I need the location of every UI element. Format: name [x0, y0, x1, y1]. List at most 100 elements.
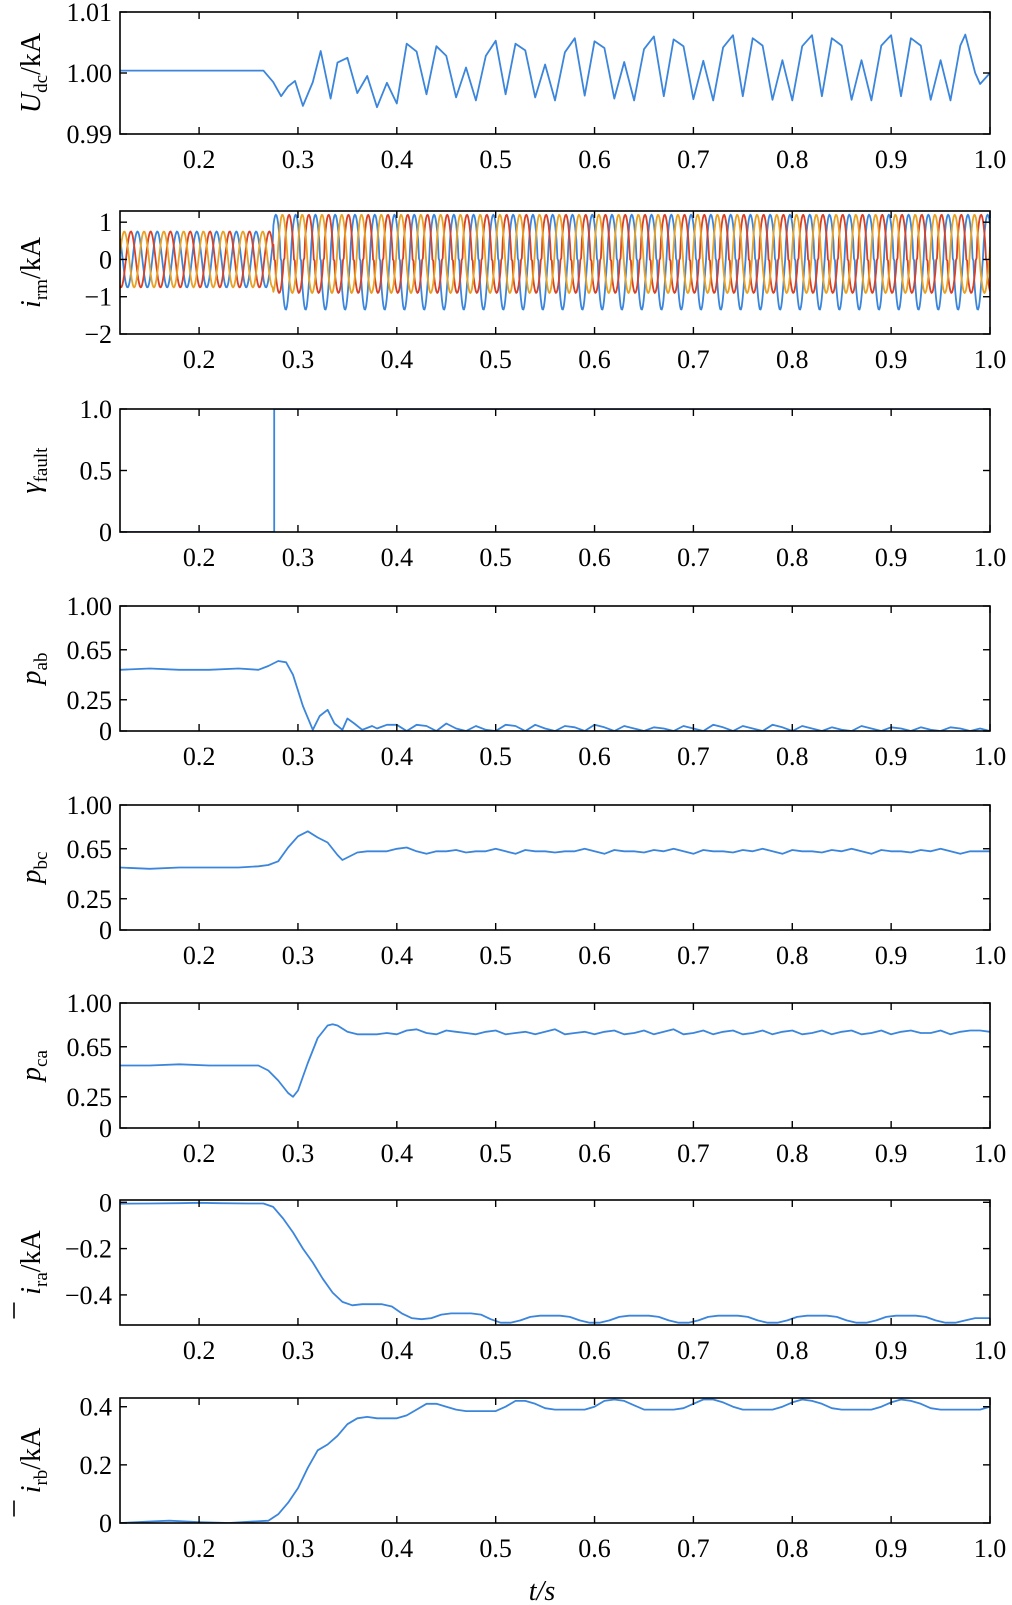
x-tick-label: 1.0 — [974, 145, 1007, 174]
plot-frame — [119, 1397, 991, 1524]
x-tick-label: 0.8 — [776, 1534, 809, 1563]
y-axis-label-sub: rb — [31, 1470, 52, 1486]
x-tick-label: 0.9 — [875, 1139, 908, 1168]
x-tick-label: 0.6 — [578, 941, 611, 970]
y-axis-label: ira/kA — [16, 1229, 52, 1294]
y-tick-label: 0 — [99, 518, 112, 547]
x-tick-label: 0.3 — [282, 345, 315, 374]
x-tick-label: 0.5 — [479, 345, 512, 374]
x-tick-label: 0.8 — [776, 1139, 809, 1168]
x-tick-label: 0.4 — [381, 543, 414, 572]
x-tick-label: 0.2 — [183, 941, 216, 970]
x-tick-label: 0.4 — [381, 345, 414, 374]
y-axis-label: pbc — [16, 852, 52, 886]
y-tick-label: 0.65 — [67, 636, 113, 665]
y-axis-label-main: p — [16, 869, 47, 885]
x-tick-label: 0.5 — [479, 941, 512, 970]
y-tick-label: 0.25 — [67, 686, 113, 715]
y-axis-label-sub: bc — [31, 852, 52, 870]
x-tick-label: 0.7 — [677, 543, 710, 572]
y-tick-label: 1.00 — [67, 592, 113, 621]
y-axis-label-unit: /kA — [16, 1427, 47, 1470]
y-tick-label: −2 — [84, 320, 112, 349]
x-tick-label: 0.8 — [776, 742, 809, 771]
y-axis-label-sub: rm — [31, 279, 52, 300]
x-tick-label: 0.6 — [578, 1534, 611, 1563]
x-tick-label: 0.8 — [776, 145, 809, 174]
x-tick-label: 0.3 — [282, 941, 315, 970]
panel-4: 0.2 0.3 0.4 0.5 0.6 0.7 0.8 0.9 1.000.250.651.00… — [16, 592, 1006, 771]
x-tick-label: 0.5 — [479, 1139, 512, 1168]
y-tick-label: 1 — [99, 208, 112, 237]
plot-frame — [119, 11, 991, 135]
y-axis-label: pca — [16, 1050, 52, 1083]
x-tick-label: 1.0 — [974, 1336, 1007, 1365]
x-tick-label: 0.6 — [578, 543, 611, 572]
x-tick-label: 0.9 — [875, 543, 908, 572]
y-axis-label: irm/kA — [16, 236, 52, 308]
y-tick-label: 0.99 — [67, 120, 113, 149]
x-tick-label: 1.0 — [974, 543, 1007, 572]
y-tick-label: 1.00 — [67, 791, 113, 820]
y-tick-label: 0.65 — [67, 835, 113, 864]
plot-frame — [119, 804, 991, 931]
series-line-1 — [120, 660, 990, 731]
x-tick-label: 0.3 — [282, 145, 315, 174]
x-tick-label: 0.9 — [875, 145, 908, 174]
plot-frame — [119, 605, 991, 732]
y-tick-label: −0.4 — [65, 1281, 112, 1310]
y-tick-label: −0.2 — [65, 1235, 112, 1264]
x-tick-label: 0.5 — [479, 1336, 512, 1365]
x-tick-label: 0.5 — [479, 742, 512, 771]
plot-frame — [119, 210, 991, 335]
series-line-1 — [120, 213, 990, 311]
x-tick-label: 0.3 — [282, 543, 315, 572]
x-tick-label: 0.9 — [875, 345, 908, 374]
series-line-1 — [120, 33, 990, 109]
x-tick-label: 0.3 — [282, 1139, 315, 1168]
x-tick-label: 0.2 — [183, 145, 216, 174]
x-tick-label: 0.3 — [282, 1534, 315, 1563]
x-tick-label: 0.9 — [875, 742, 908, 771]
x-tick-label: 0.4 — [381, 145, 414, 174]
x-tick-label: 0.6 — [578, 145, 611, 174]
series-line-1 — [120, 409, 990, 532]
x-tick-label: 0.3 — [282, 1336, 315, 1365]
x-tick-label: 0.8 — [776, 345, 809, 374]
y-tick-label: 0.2 — [80, 1451, 113, 1480]
y-tick-label: 0 — [99, 1188, 112, 1217]
y-axis-label-unit: /kA — [16, 236, 47, 279]
y-axis-label-main: p — [16, 1067, 47, 1083]
x-tick-label: 0.8 — [776, 941, 809, 970]
y-tick-label: 0 — [99, 1509, 112, 1538]
y-tick-label: −1 — [84, 283, 112, 312]
x-tick-label: 0.4 — [381, 941, 414, 970]
y-tick-label: 1.00 — [67, 989, 113, 1018]
x-tick-label: 0.2 — [183, 742, 216, 771]
x-tick-label: 1.0 — [974, 941, 1007, 970]
y-axis-label-sub: fault — [31, 447, 52, 483]
series-line-3 — [120, 214, 990, 294]
panel-6: 0.2 0.3 0.4 0.5 0.6 0.7 0.8 0.9 1.000.250.651.00… — [16, 989, 1006, 1168]
series-line-1 — [120, 1398, 990, 1523]
y-tick-label: 0.5 — [80, 457, 113, 486]
y-axis-label-sub: ra — [31, 1272, 52, 1287]
x-tick-label: 0.5 — [479, 145, 512, 174]
x-tick-label: 0.4 — [381, 1336, 414, 1365]
y-axis-label-main: p — [16, 670, 47, 686]
y-axis-label-main: i — [16, 300, 47, 308]
panel-1: 0.2 0.3 0.4 0.5 0.6 0.7 0.8 0.9 1.0 0.99 1.00 1.01 U… — [16, 0, 1006, 174]
series-line-1 — [120, 1023, 990, 1098]
x-tick-label: 0.6 — [578, 345, 611, 374]
y-axis-label-unit: /kA — [16, 32, 47, 75]
x-tick-label: 0.9 — [875, 1336, 908, 1365]
y-axis-label: irb/kA — [16, 1427, 52, 1493]
y-axis-label-main: U — [16, 91, 47, 113]
x-tick-label: 0.4 — [381, 1139, 414, 1168]
y-axis-label: γfault — [16, 447, 52, 494]
panel-7: 0.2 0.3 0.4 0.5 0.6 0.7 0.8 0.9 1.0 −0.4 −0.2 0 ira/… — [13, 1188, 1007, 1365]
x-tick-label: 0.7 — [677, 345, 710, 374]
x-axis-label: t/s — [529, 1576, 556, 1605]
y-tick-label: 0.65 — [67, 1033, 113, 1062]
